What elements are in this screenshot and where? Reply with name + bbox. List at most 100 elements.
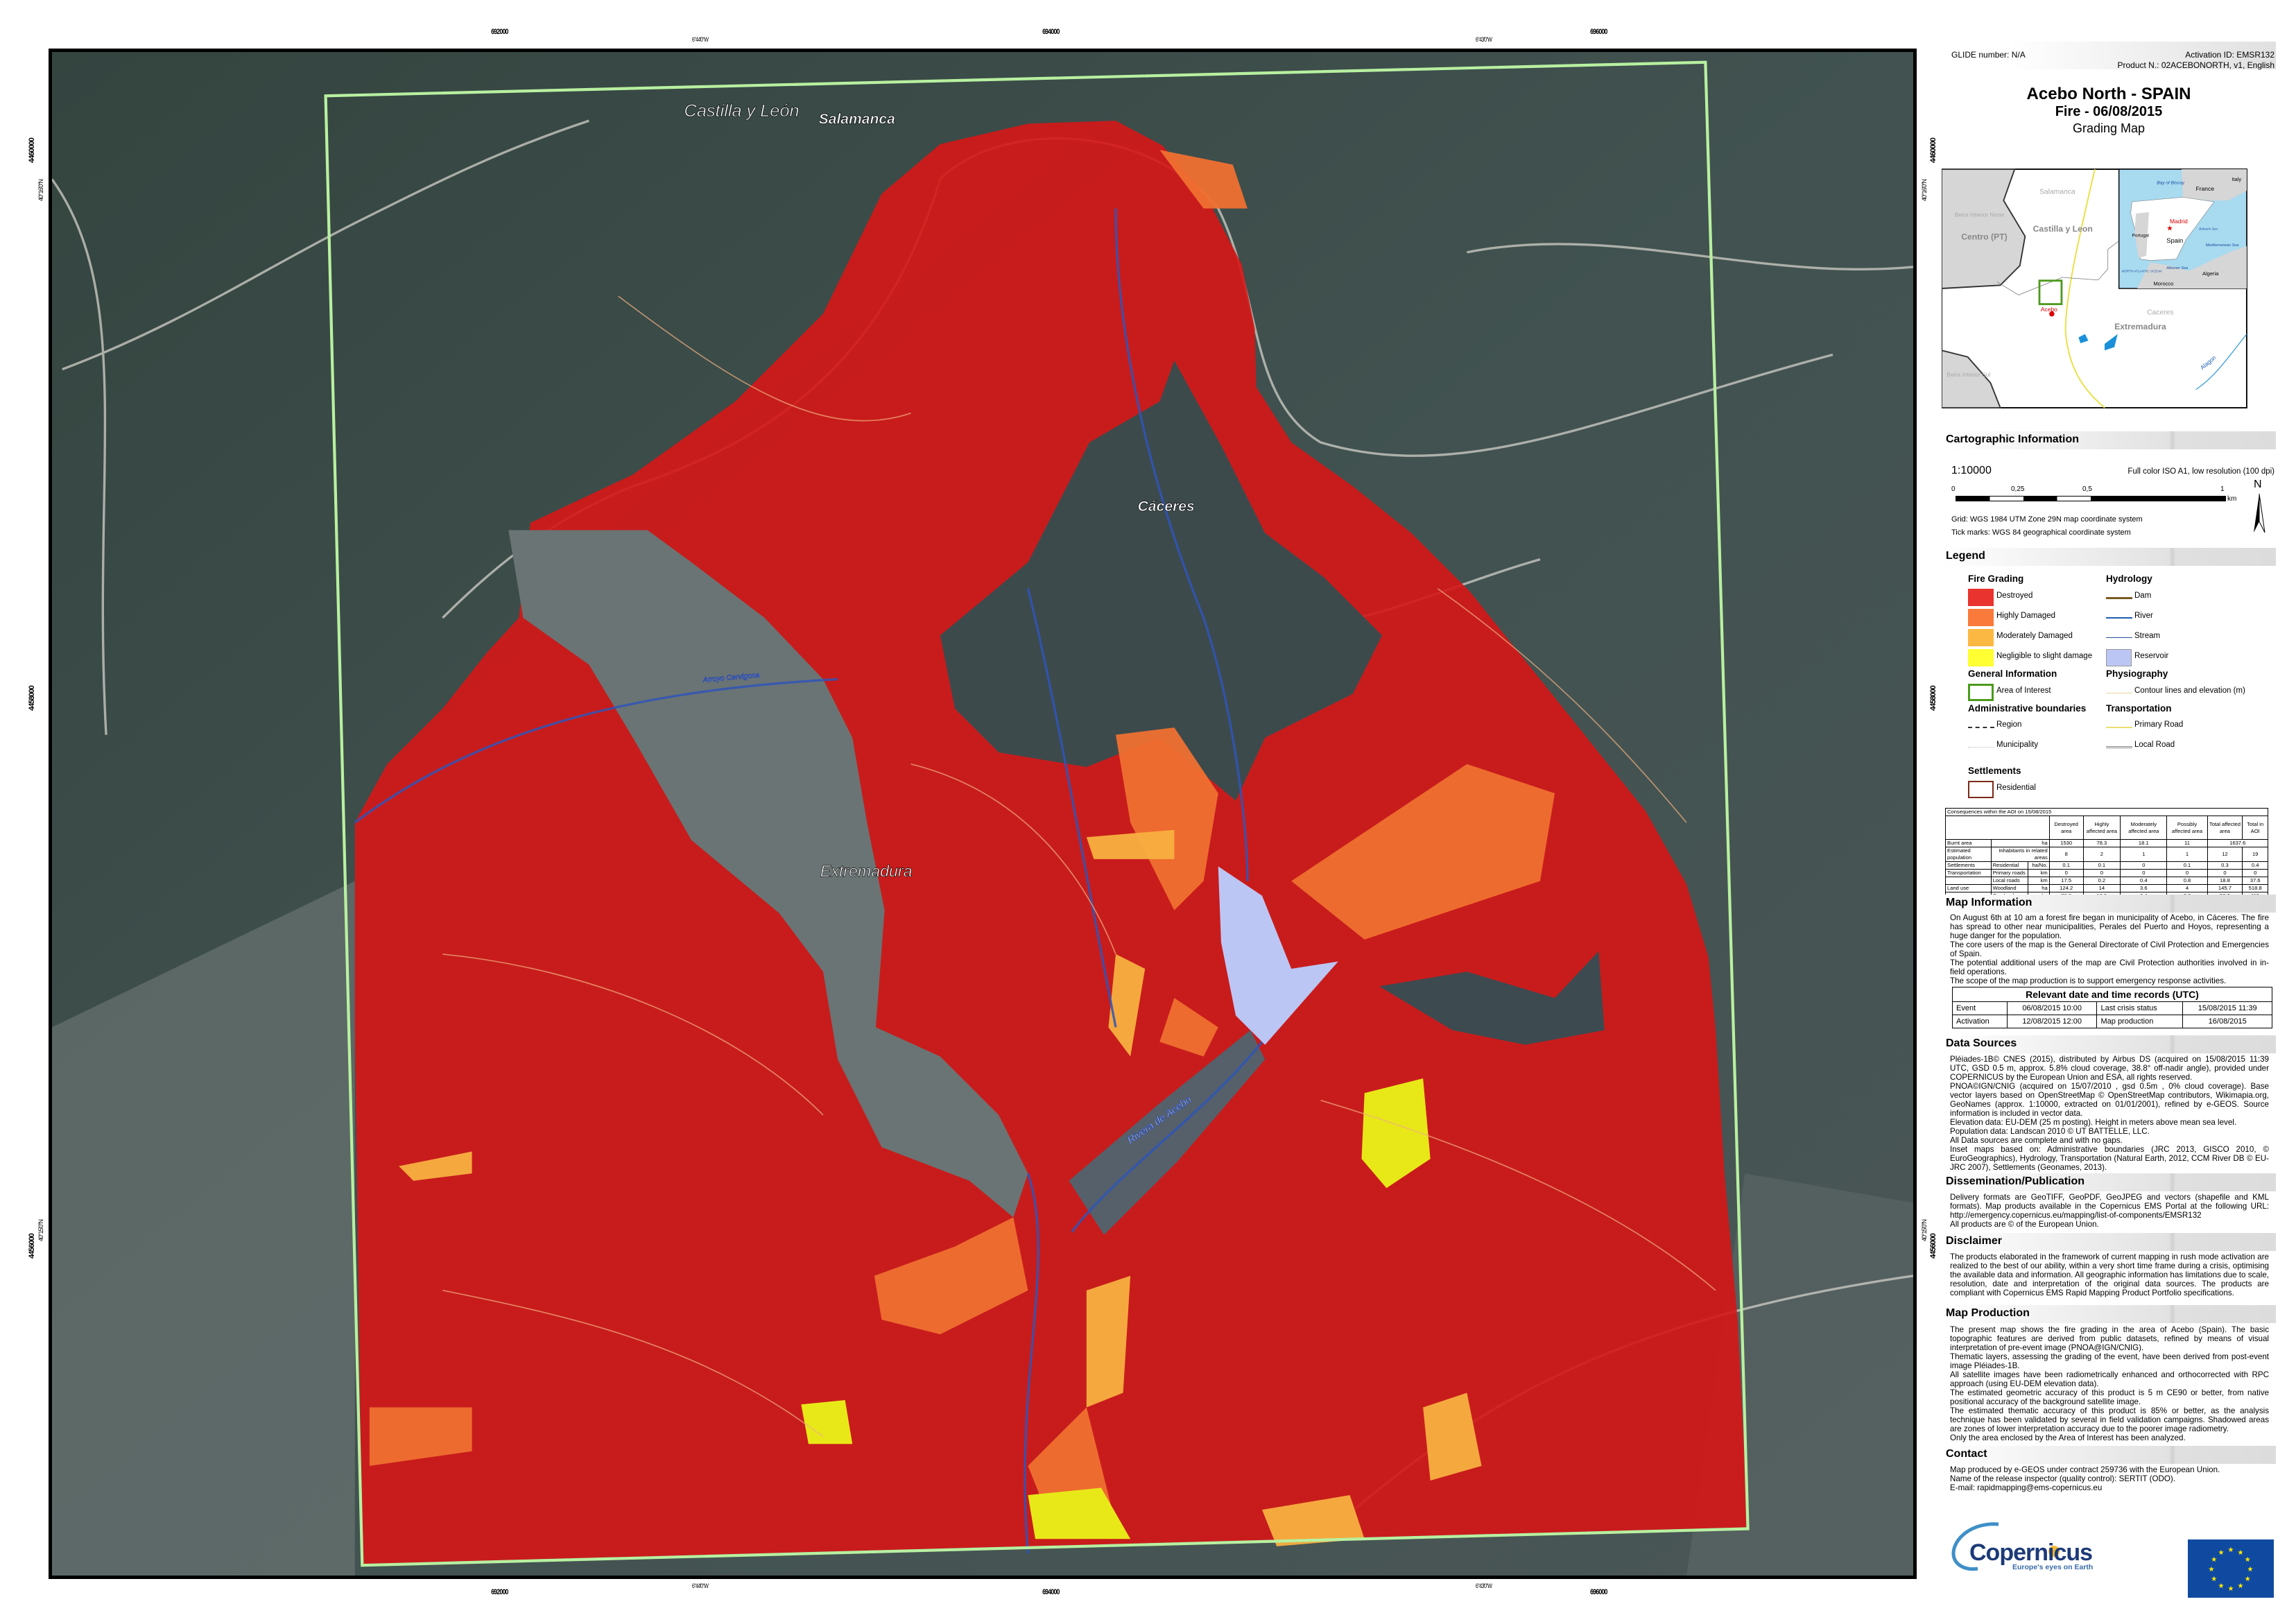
copernicus-wordmark: Copernicus [1969,1539,2093,1566]
row-category: Settlements [1945,861,1992,870]
eu-star-icon: ★ [2209,1566,2215,1573]
paragraph: E-mail: rapidmapping@ems-copernicus.eu [1950,1483,2103,1492]
cell-value: 17.5 [2048,877,2084,885]
label-caceres: Cáceres [1138,499,1195,515]
aoi-symbol [1968,684,1994,701]
overview-label-algeria: Algeria [2202,270,2219,277]
section-header-disclaimer: Disclaimer [1942,1233,2276,1251]
map-canvas: Castilla y León Salamanca Cáceres Extrem… [52,52,1913,1576]
municipality-symbol [1968,747,1994,748]
eu-star-icon: ★ [2211,1556,2217,1564]
main-map[interactable]: Castilla y León Salamanca Cáceres Extrem… [49,49,1917,1579]
legend-label: Destroyed [1996,592,2033,600]
paragraph: Only the area enclosed by the Area of In… [1950,1433,2186,1442]
table-row: Settlements Residential ha/No. 0.1 0.1 0 0.1 0.… [1945,861,2268,870]
map-scale: 1:10000 [1951,465,1992,476]
moderately-damaged-areas [399,829,1482,1546]
dates-table: Relevant date and time records (UTC) Eve… [1952,987,2272,1028]
paragraph: On August 6th at 10 am a forest fire beg… [1950,913,2269,940]
disclaimer-text: The products elaborated in the framework… [1950,1252,2269,1297]
row-unit: ha [1990,839,2050,847]
paragraph: Name of the release inspector (quality c… [1950,1474,2175,1483]
cell-value: 0.2 [2082,877,2121,885]
row-category: Burnt area [1945,839,1992,847]
legend-label: Highly Damaged [1996,612,2056,620]
paragraph: The potential additional users of the ma… [1950,958,2269,976]
row-unit: ha/No. [2028,861,2050,870]
paragraph: Map produced by e-GEOS under contract 25… [1950,1465,2220,1474]
eu-star-icon: ★ [2245,1576,2251,1583]
legend-fire-title: Fire Grading [1968,573,2024,584]
paragraph: Elevation data: EU-DEM (25 m posting). H… [1950,1118,2237,1127]
legend-transport-title: Transportation [2106,703,2172,714]
eu-star-icon: ★ [2228,1546,2234,1554]
eu-star-icon: ★ [2228,1585,2234,1593]
blank-cell [1945,816,2050,840]
inset-label-extremadura: Extremadura [2114,322,2166,331]
row-unit: ha [2028,884,2050,892]
paragraph: Thematic layers, assessing the grading o… [1950,1352,2269,1370]
cell-value: 78.3 [2082,839,2121,847]
eu-star-icon: ★ [2238,1582,2244,1590]
scale-bar [1956,496,2226,501]
eu-star-icon: ★ [2238,1549,2244,1557]
header-band [1942,42,2276,69]
row-category: Transportation [1945,869,1992,877]
contour-lines [442,295,1716,1438]
cell-value: 37.6 [2242,877,2268,885]
inset-label-salamanca: Salamanca [2039,189,2075,196]
label-extremadura: Extremadura [820,862,913,880]
legend-label: Contour lines and elevation (m) [2134,687,2245,695]
cell-value: 11 [2166,839,2208,847]
grid-label-x: 692000 [491,1588,508,1596]
dam-symbol [2106,597,2132,599]
product-number: Product N.: 02ACEBONORTH, v1, English [2117,60,2275,70]
grid-label-y: 4458000 [1929,686,1937,711]
destroyed-area [354,121,1748,1564]
table-row: Transportation Primary roads km 0 0 0 0 0 0 [1945,869,2268,877]
cell-value: 1 [2166,847,2208,862]
cell-value: 0.8 [2166,877,2208,885]
print-format: Full color ISO A1, low resolution (100 d… [2127,467,2275,476]
legend-label: River [2134,612,2153,620]
paragraph: All products are © of the European Union… [1950,1220,2099,1229]
table-row: Local roads km 17.5 0.2 0.4 0.8 18.8 37.6 [1945,877,2268,885]
inset-label-beira-norte: Beira Interior Norte [1955,212,2005,218]
fire-grade-swatch [1968,609,1994,626]
data-sources-text: Pléiades-1B© CNES (2015), distributed by… [1950,1055,2269,1172]
paragraph: Population data: Landscan 2010 © UT BATT… [1950,1127,2150,1136]
geo-label-y: 40°16'0"N [37,179,44,201]
paragraph: The core users of the map is the General… [1950,940,2269,958]
grid-label-y: 4458000 [28,686,36,711]
overview-label-balearic: Balearic Sea [2199,227,2218,230]
river-symbol [2106,617,2132,619]
row-subcategory: Primary roads [1990,869,2029,877]
grid-label-y: 4460000 [1929,138,1937,163]
eu-star-icon: ★ [2245,1556,2251,1564]
geo-label-x: 6°43'0"W [1475,1582,1492,1589]
cell-value: 0 [2082,869,2121,877]
inset-label-acebo: Acebo [2041,306,2057,313]
legend-admin-title: Administrative boundaries [1968,703,2087,714]
overview-label-italy: Italy [2232,176,2241,182]
overview-label-france: France [2196,185,2215,192]
legend-hydro-title: Hydrology [2106,573,2152,584]
section-header-contact: Contact [1942,1446,2276,1464]
negligible-damage-areas [801,1078,1431,1539]
unburnt-area [1069,1030,1266,1235]
cell-value: 0.1 [2048,861,2084,870]
reservoir [1218,866,1338,1045]
cell-value: 124.2 [2048,884,2084,892]
section-header-legend: Legend [1942,548,2276,566]
row-unit: km [2028,877,2050,885]
cell-value: 18.1 [2120,839,2168,847]
primary-road-symbol [2106,727,2132,728]
locator-map: Salamanca Beira Interior Norte Centro (P… [1942,169,2247,408]
overview-label-atlantic: NORTH ATLANTIC OCEAN [2121,270,2162,273]
area-of-interest-outline [324,60,1750,1567]
map-subtitle: Fire - 06/08/2015 [2055,104,2163,119]
column-header: Destroyed area [2048,816,2084,840]
grid-label-y: 4460000 [28,138,36,163]
geo-label-y: 40°15'0"N [1921,1219,1928,1241]
section-header-cartographic: Cartographic Information [1942,431,2276,449]
